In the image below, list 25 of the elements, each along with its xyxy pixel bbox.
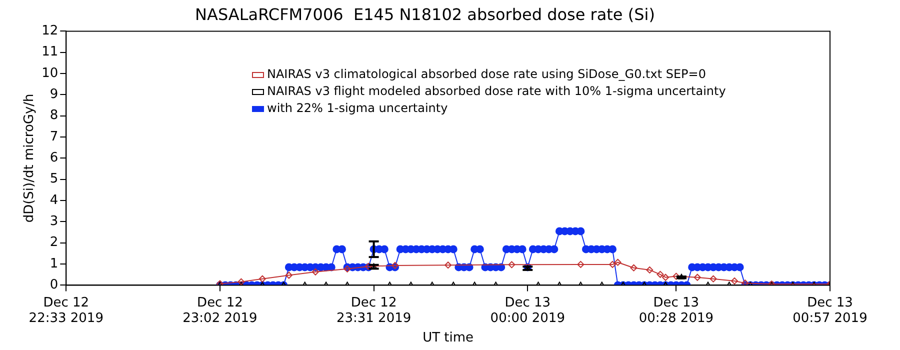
y-tick-label: 9 (50, 87, 58, 102)
y-tick-label: 8 (50, 108, 58, 124)
y-tick-label: 4 (50, 192, 58, 208)
y-tick-label: 11 (42, 44, 58, 60)
y-tick-label: 5 (50, 172, 58, 187)
legend-label: with 22% 1-sigma uncertainty (267, 100, 448, 117)
x-tick-label: Dec 13 00:28 2019 (638, 295, 714, 326)
x-tick-label: Dec 13 00:57 2019 (792, 295, 868, 326)
x-tick-label: Dec 12 22:33 2019 (28, 295, 104, 326)
x-tick-label: Dec 12 23:02 2019 (182, 295, 258, 326)
y-tick-label: 0 (50, 278, 58, 293)
y-tick-label: 3 (50, 214, 58, 230)
y-axis-title: dD(Si)/dt microGy/h (22, 94, 38, 223)
x-axis-title: UT time (422, 330, 474, 346)
x-tick-label: Dec 13 00:00 2019 (490, 295, 565, 326)
x-tick-label: Dec 12 23:31 2019 (336, 295, 412, 326)
y-tick-label: 10 (42, 66, 58, 81)
chart-title: NASALaRCFM7006 E145 N18102 absorbed dose rate (Si) (195, 4, 655, 24)
y-tick-label: 2 (50, 235, 58, 250)
y-tick-label: 12 (42, 24, 58, 39)
y-tick-label: 1 (50, 256, 58, 272)
y-tick-label: 7 (50, 129, 58, 144)
y-tick-label: 6 (50, 150, 58, 166)
legend-label: NAIRAS v3 climatological absorbed dose rate using SiDose_G0.txt SEP=0 (267, 66, 706, 83)
legend-label: NAIRAS v3 flight modeled absorbed dose rate with 10% 1-sigma uncertainty (267, 83, 726, 100)
